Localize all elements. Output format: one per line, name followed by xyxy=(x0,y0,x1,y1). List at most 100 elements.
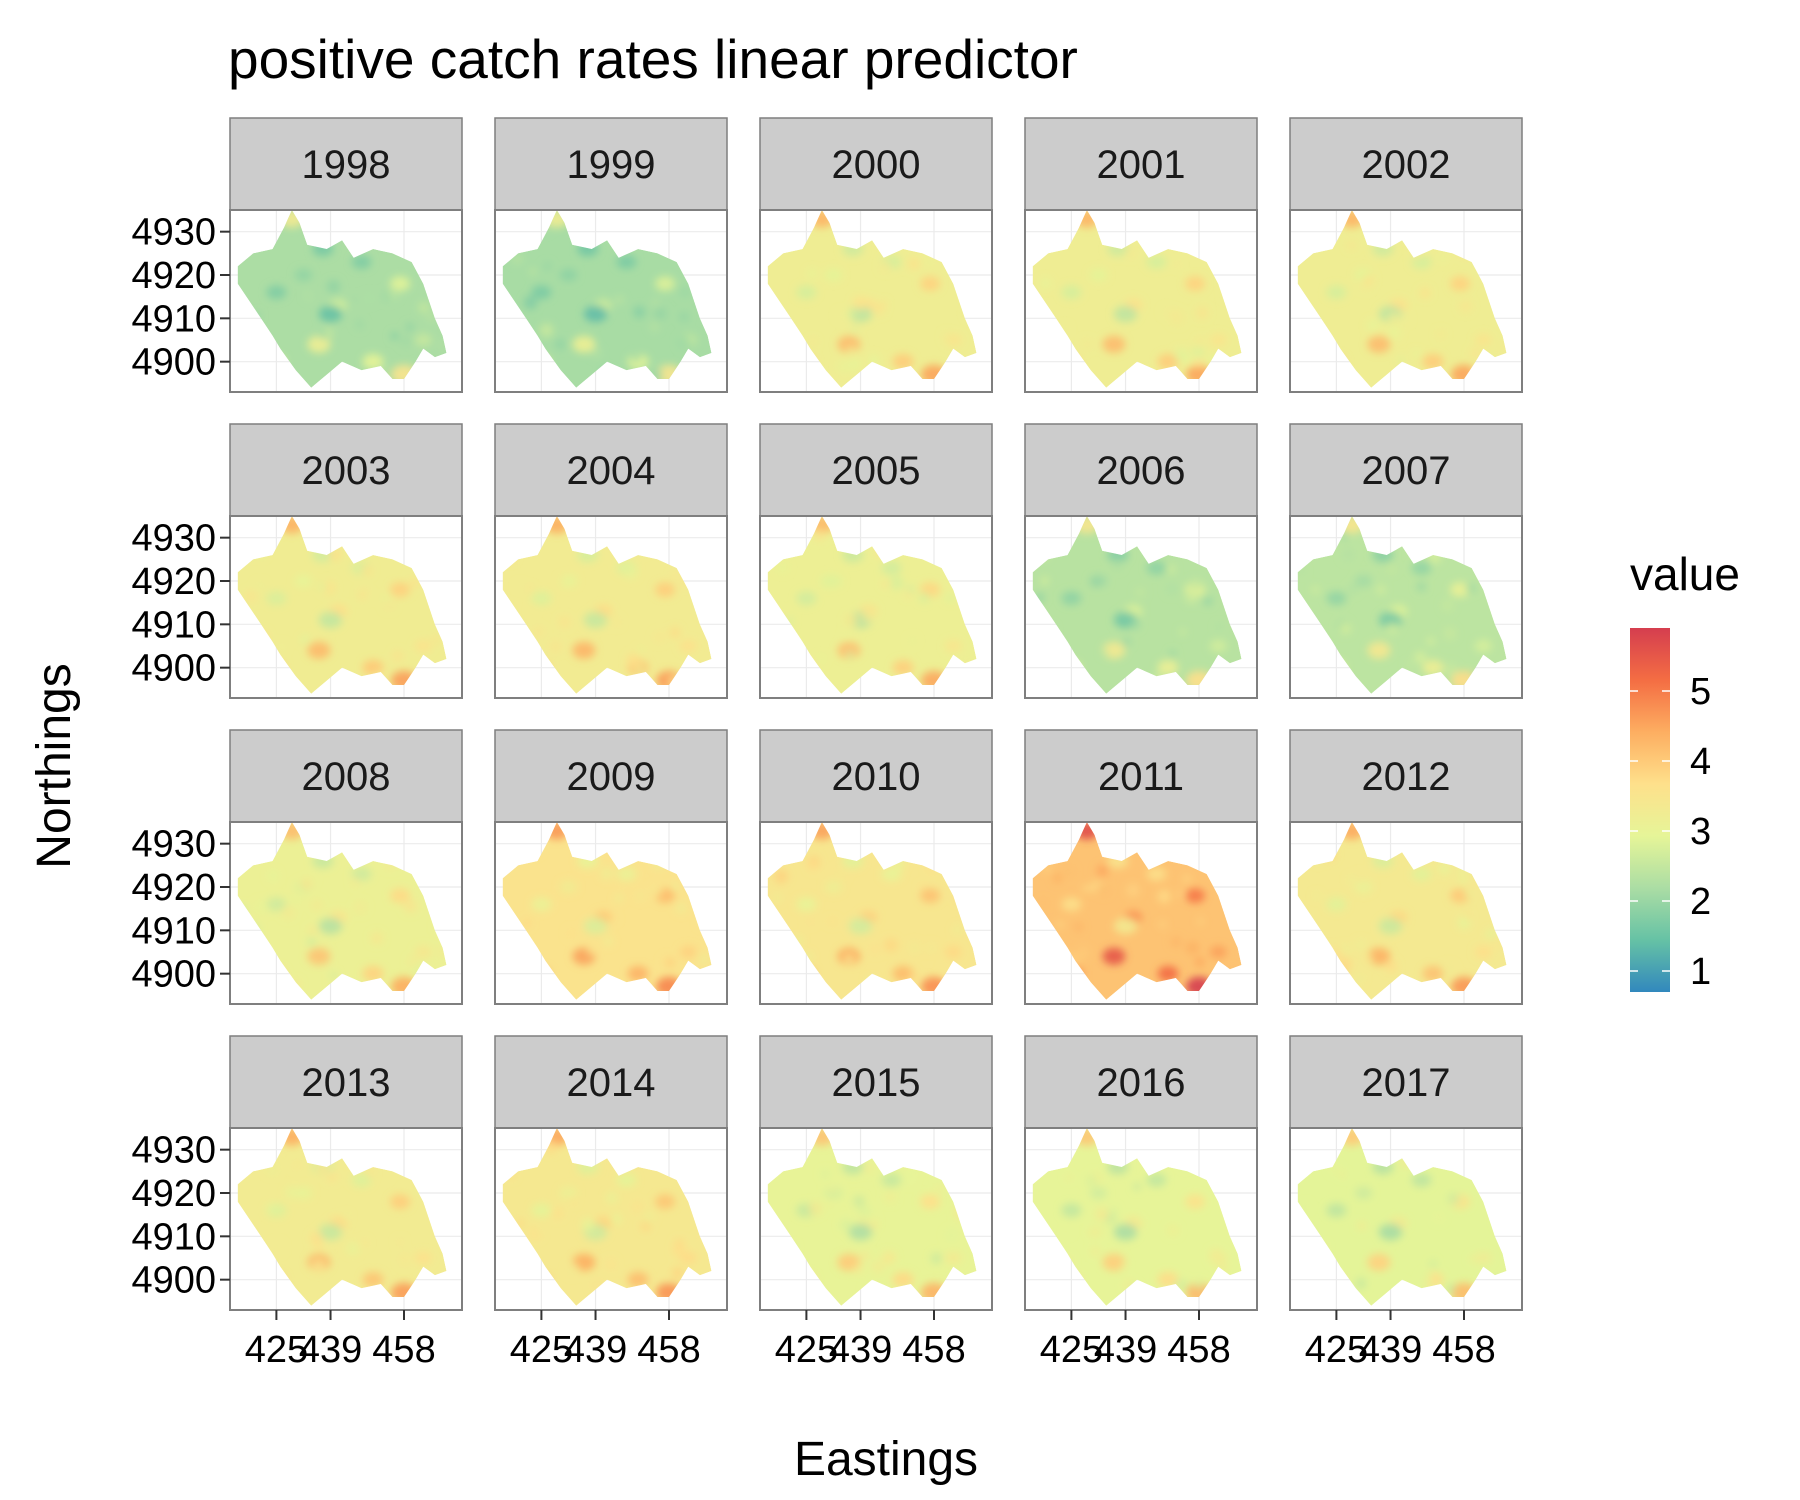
facet-strip xyxy=(1024,729,1258,823)
x-axis-title: Eastings xyxy=(794,1433,978,1486)
field-cell xyxy=(1397,356,1405,364)
map-region xyxy=(1032,516,1242,694)
field-cell xyxy=(1085,1175,1098,1187)
field-cell xyxy=(363,292,375,305)
field-cell xyxy=(1097,883,1110,896)
field-cell xyxy=(1326,285,1347,300)
field-cell xyxy=(583,611,608,629)
field-cell xyxy=(351,867,372,881)
field-cell xyxy=(820,574,835,589)
field-cell xyxy=(874,304,885,316)
field-cell xyxy=(390,582,411,598)
field-cell xyxy=(1157,889,1171,904)
field-cell xyxy=(437,948,445,956)
field-cell xyxy=(892,965,914,982)
field-cell xyxy=(311,900,322,911)
field-cell xyxy=(796,285,817,300)
field-cell xyxy=(1134,587,1146,598)
field-cell xyxy=(944,639,962,653)
field-cell xyxy=(672,1242,686,1257)
field-cell xyxy=(362,965,384,982)
field-cell xyxy=(1157,965,1179,982)
facet-strip-label: 2001 xyxy=(1097,143,1186,187)
field-cell xyxy=(346,1242,360,1255)
field-cell xyxy=(268,870,279,881)
field-cell xyxy=(1102,947,1126,965)
panel-border xyxy=(759,515,993,699)
y-tick-label: 4910 xyxy=(131,910,216,952)
field-cell xyxy=(1089,1227,1100,1238)
field-cell xyxy=(1061,1203,1082,1218)
panel-border xyxy=(1289,1127,1523,1311)
field-cell xyxy=(566,1262,580,1277)
field-cell xyxy=(1405,661,1414,670)
field-cell xyxy=(306,936,317,947)
field-cell xyxy=(558,576,565,583)
field-cell xyxy=(414,639,432,653)
facet-panel: 2001 xyxy=(1024,117,1258,393)
facet-strip xyxy=(1024,117,1258,211)
field-cell xyxy=(405,322,415,332)
field-cell xyxy=(1422,965,1444,982)
field-cell xyxy=(669,627,681,638)
facet-strip xyxy=(1289,729,1523,823)
field-cell xyxy=(1459,299,1472,313)
field-cell xyxy=(1438,254,1448,263)
field-cell xyxy=(881,561,902,575)
field-cell xyxy=(300,635,310,645)
field-cell xyxy=(615,894,623,902)
facet-panel: 2002 xyxy=(1289,117,1523,393)
field-cell xyxy=(1195,306,1209,319)
y-tick-label: 4900 xyxy=(131,954,216,996)
field-cell xyxy=(1466,583,1477,594)
facet-strip-label: 2014 xyxy=(567,1061,656,1105)
field-cell xyxy=(1384,960,1398,973)
y-tick-label: 4910 xyxy=(131,298,216,340)
field-cell xyxy=(616,255,637,269)
field-cell xyxy=(1442,963,1456,977)
field-cell xyxy=(1179,628,1186,635)
field-cell xyxy=(1450,276,1471,292)
field-cell xyxy=(1109,1206,1118,1216)
field-cell xyxy=(390,332,399,341)
panel-border xyxy=(759,209,993,393)
field-cell xyxy=(266,1203,275,1212)
field-cell xyxy=(847,345,855,354)
x-tick-label: 458 xyxy=(1167,1329,1230,1371)
field-cell xyxy=(318,582,328,592)
field-cell xyxy=(930,1252,942,1264)
field-cell xyxy=(1121,637,1131,647)
field-cell xyxy=(807,268,818,279)
field-cell xyxy=(880,260,892,272)
field-cell xyxy=(1339,622,1352,635)
field-cell xyxy=(554,338,566,350)
field-cell xyxy=(1102,641,1126,659)
field-cell xyxy=(1146,255,1167,269)
field-cell xyxy=(919,884,926,891)
field-cell xyxy=(651,298,660,307)
y-tick-label: 4930 xyxy=(131,212,216,254)
field-cell xyxy=(796,591,817,606)
field-cell xyxy=(1313,892,1320,899)
field-cell xyxy=(1443,627,1456,640)
field-cell xyxy=(1411,561,1432,575)
field-cell xyxy=(523,296,538,310)
field-cell xyxy=(671,571,678,578)
field-cell xyxy=(403,899,418,914)
field-cell xyxy=(847,310,856,318)
field-cell xyxy=(307,925,319,937)
field-cell xyxy=(655,582,676,598)
field-cell xyxy=(414,333,432,347)
field-cell xyxy=(1496,342,1507,352)
region-fill xyxy=(237,516,447,694)
field-cell xyxy=(640,1221,651,1232)
field-cell xyxy=(1126,883,1140,898)
field-cell xyxy=(318,917,343,935)
field-cell xyxy=(401,1186,411,1196)
field-cell xyxy=(649,322,660,332)
field-cell xyxy=(808,861,818,871)
field-cell xyxy=(271,1241,284,1254)
field-cell xyxy=(842,632,849,639)
field-cell xyxy=(1177,889,1186,898)
